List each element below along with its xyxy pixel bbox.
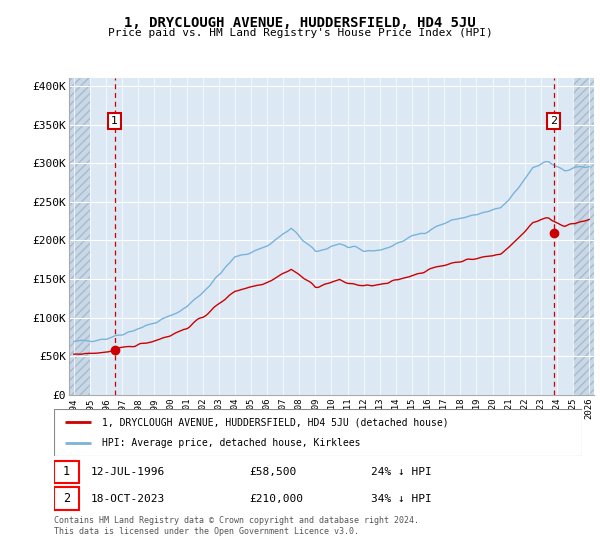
- Text: 1, DRYCLOUGH AVENUE, HUDDERSFIELD, HD4 5JU: 1, DRYCLOUGH AVENUE, HUDDERSFIELD, HD4 5…: [124, 16, 476, 30]
- Text: HPI: Average price, detached house, Kirklees: HPI: Average price, detached house, Kirk…: [101, 438, 360, 448]
- Bar: [54, 461, 79, 483]
- Text: £210,000: £210,000: [250, 493, 304, 503]
- Text: 2: 2: [550, 116, 557, 126]
- Text: 34% ↓ HPI: 34% ↓ HPI: [371, 493, 431, 503]
- Text: 1: 1: [63, 465, 70, 478]
- Text: £58,500: £58,500: [250, 467, 296, 477]
- Bar: [573, 78, 594, 395]
- Text: 12-JUL-1996: 12-JUL-1996: [91, 467, 165, 477]
- Text: 2: 2: [63, 492, 70, 505]
- Text: Price paid vs. HM Land Registry's House Price Index (HPI): Price paid vs. HM Land Registry's House …: [107, 28, 493, 38]
- Bar: [54, 487, 79, 510]
- Text: 24% ↓ HPI: 24% ↓ HPI: [371, 467, 431, 477]
- Text: 18-OCT-2023: 18-OCT-2023: [91, 493, 165, 503]
- Text: Contains HM Land Registry data © Crown copyright and database right 2024.
This d: Contains HM Land Registry data © Crown c…: [54, 516, 419, 536]
- Text: 1: 1: [111, 116, 118, 126]
- Bar: [69, 78, 90, 395]
- Text: 1, DRYCLOUGH AVENUE, HUDDERSFIELD, HD4 5JU (detached house): 1, DRYCLOUGH AVENUE, HUDDERSFIELD, HD4 5…: [101, 417, 448, 427]
